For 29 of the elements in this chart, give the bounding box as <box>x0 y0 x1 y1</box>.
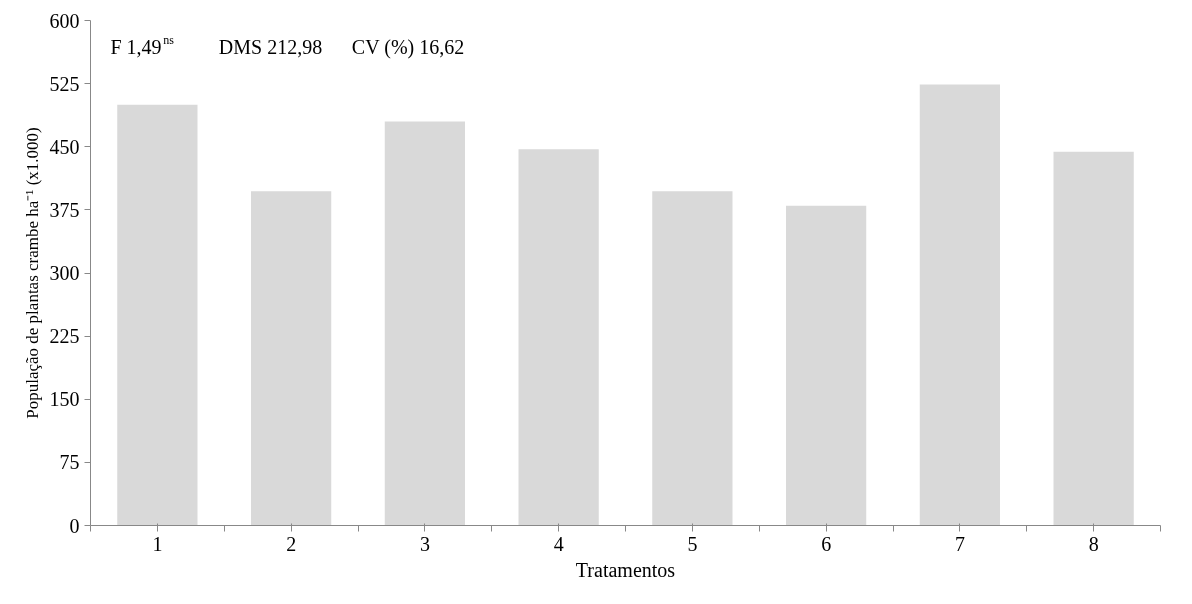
bar <box>251 191 332 526</box>
y-tick-label: 300 <box>49 262 80 284</box>
annotation: CV (%) 16,62 <box>351 35 465 59</box>
x-axis-title: Tratamentos <box>575 558 676 581</box>
x-tick-label: 5 <box>687 532 698 555</box>
x-tick-label: 3 <box>419 532 430 555</box>
bar <box>786 205 867 526</box>
y-tick-label: 225 <box>49 325 80 348</box>
bar <box>919 84 1000 526</box>
y-tick-label: 525 <box>49 72 80 95</box>
y-tick-label: 600 <box>49 9 80 32</box>
annotation: DMS 212,98 <box>218 35 323 58</box>
bar <box>518 149 599 526</box>
x-tick-label: 1 <box>152 532 163 555</box>
bar <box>384 121 465 526</box>
y-tick-label: 375 <box>49 198 80 221</box>
x-tick-label: 6 <box>821 532 832 555</box>
x-tick-label: 7 <box>954 532 965 555</box>
y-tick-label: 450 <box>49 135 80 158</box>
bar <box>117 104 198 526</box>
y-tick-label: 0 <box>69 514 80 537</box>
x-tick-label: 2 <box>286 532 297 555</box>
y-tick-label: 75 <box>59 451 80 474</box>
bar <box>1053 151 1134 526</box>
x-tick-label: 8 <box>1088 532 1099 555</box>
y-tick-label: 150 <box>49 388 80 411</box>
x-tick-label: 4 <box>553 532 564 555</box>
bar <box>652 191 733 526</box>
y-axis-title: População de plantas crambe ha⁻¹ (x1.000) <box>22 127 42 419</box>
